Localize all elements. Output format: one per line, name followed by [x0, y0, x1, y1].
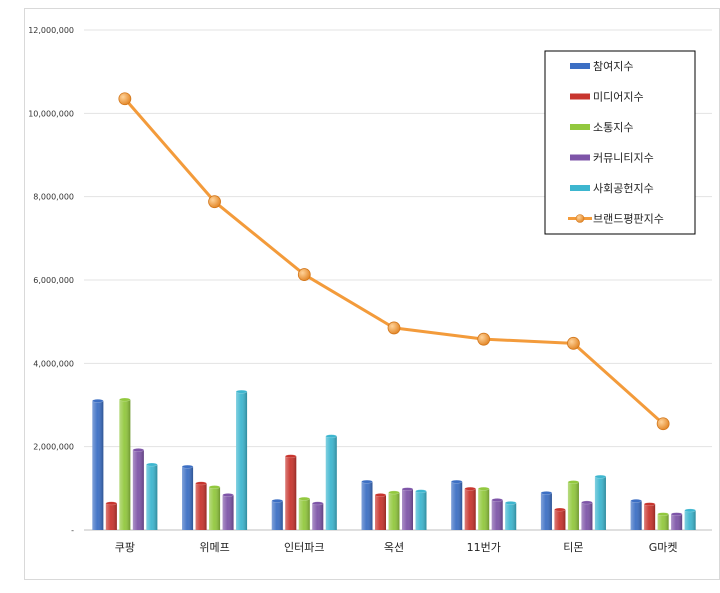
- y-axis-tick-labels: - 2,000,000 4,000,000 6,000,000 8,000,000 10,…: [28, 26, 74, 535]
- y-tick-label: 10,000,000: [28, 109, 74, 118]
- line-point: [477, 332, 491, 346]
- legend-box: [544, 50, 696, 235]
- y-tick-label: 4,000,000: [33, 359, 74, 368]
- legend-swatch: [570, 124, 590, 130]
- x-category-label: 티몬: [563, 541, 583, 554]
- x-category-label: 인터파크: [284, 541, 324, 554]
- bar: [540, 491, 553, 530]
- bar: [298, 496, 311, 530]
- bar: [464, 486, 476, 530]
- x-category-label: 위메프: [199, 541, 229, 554]
- legend-label: 소통지수: [593, 121, 633, 134]
- bar: [92, 398, 104, 530]
- bar: [271, 498, 284, 530]
- legend-swatch: [570, 63, 590, 69]
- bar: [235, 389, 248, 530]
- bar: [105, 501, 118, 530]
- legend-swatch: [570, 185, 590, 191]
- bar: [670, 512, 683, 530]
- bar: [567, 480, 580, 530]
- brand-index-line: [118, 92, 670, 431]
- x-category-label: G마켓: [649, 541, 678, 554]
- legend-swatch: [570, 154, 590, 161]
- bar: [222, 493, 234, 530]
- bar: [401, 487, 414, 530]
- bar: [208, 485, 221, 530]
- bar: [325, 434, 338, 530]
- legend-label: 미디어지수: [593, 91, 644, 104]
- line-point: [387, 321, 401, 335]
- bar: [119, 397, 131, 530]
- y-tick-label: -: [71, 526, 74, 535]
- legend-swatch: [570, 93, 590, 100]
- y-tick-label: 6,000,000: [33, 276, 74, 285]
- bar: [285, 454, 297, 530]
- bar: [132, 448, 145, 530]
- x-category-label: 11번가: [467, 541, 501, 554]
- bar: [554, 507, 566, 530]
- bar: [312, 501, 324, 530]
- y-tick-label: 2,000,000: [33, 443, 74, 452]
- line-point: [297, 268, 311, 281]
- bar: [581, 500, 593, 530]
- bar: [415, 489, 427, 530]
- y-tick-label: 12,000,000: [28, 26, 74, 35]
- y-tick-label: 8,000,000: [33, 193, 74, 202]
- legend-line-marker: [575, 214, 585, 223]
- line-point: [118, 92, 132, 106]
- bar: [374, 493, 387, 530]
- x-category-label: 옥션: [384, 541, 404, 554]
- line-point: [208, 195, 221, 209]
- bar: [361, 479, 373, 530]
- line-point: [567, 336, 580, 350]
- legend-label: 브랜드평판지수: [593, 213, 664, 226]
- bar: [657, 512, 669, 530]
- legend-label: 사회공헌지수: [593, 182, 654, 195]
- legend-label: 커뮤니티지수: [593, 152, 654, 165]
- bar: [388, 490, 400, 530]
- x-axis-category-labels: 쿠팡 위메프 인터파크 옥션 11번가 티몬 G마켓: [115, 541, 678, 554]
- bar: [181, 464, 194, 530]
- bar: [195, 481, 207, 530]
- x-category-label: 쿠팡: [115, 541, 135, 554]
- line-point: [656, 417, 670, 431]
- bar: [477, 486, 490, 530]
- bar: [643, 502, 656, 530]
- bar: [684, 508, 696, 530]
- bars: [92, 389, 696, 530]
- bar: [594, 474, 607, 530]
- bar: [504, 501, 517, 530]
- bar: [450, 479, 463, 530]
- bar: [146, 462, 158, 530]
- bar: [491, 498, 503, 530]
- legend-label: 참여지수: [593, 60, 633, 73]
- bar: [630, 498, 642, 530]
